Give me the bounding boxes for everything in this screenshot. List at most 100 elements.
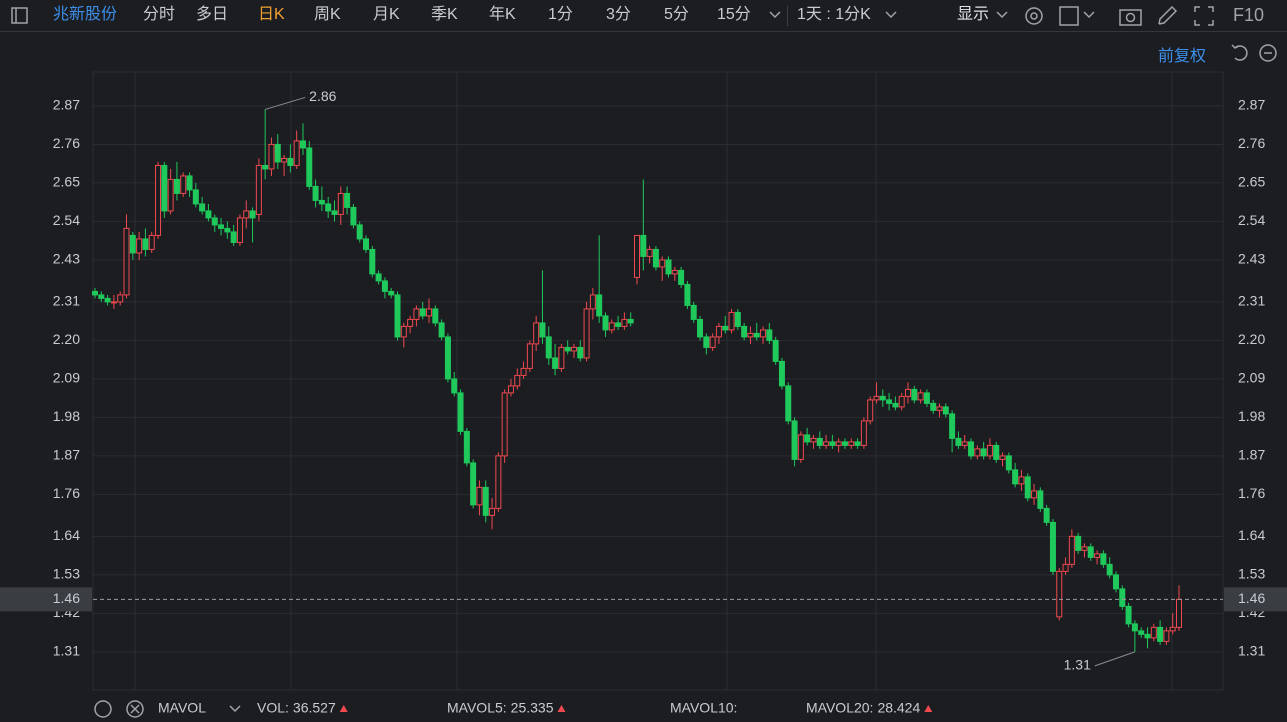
stock-name[interactable]: 兆新股份 xyxy=(53,6,118,23)
y-tick-label-right: 1.76 xyxy=(1238,485,1265,501)
candle-body xyxy=(142,238,149,250)
candle-body xyxy=(634,234,640,278)
tab[interactable]: 周K xyxy=(314,6,341,23)
last-price-label-right: 1.46 xyxy=(1238,590,1265,606)
candle-body xyxy=(778,360,785,387)
candle-body xyxy=(1018,476,1025,485)
tab[interactable]: 1分 xyxy=(548,6,573,23)
y-tick-label-right: 2.09 xyxy=(1238,370,1265,386)
tab[interactable]: 日K xyxy=(258,6,285,23)
candle-body xyxy=(1150,626,1157,639)
candle-body xyxy=(337,192,344,215)
chevron[interactable] xyxy=(995,8,1009,22)
y-tick-label: 1.98 xyxy=(53,408,80,424)
candle-body xyxy=(974,448,981,457)
tab[interactable]: 15分 xyxy=(717,6,751,23)
tab[interactable]: 5分 xyxy=(664,6,689,23)
fullscreen-icon[interactable] xyxy=(1192,4,1216,28)
candle-body xyxy=(873,395,880,401)
indicator-close[interactable] xyxy=(126,700,144,718)
candle-body xyxy=(186,175,193,191)
candle-body xyxy=(999,455,1006,460)
chevron[interactable] xyxy=(1082,8,1096,22)
candle-body xyxy=(344,192,351,208)
candle-body xyxy=(243,210,250,219)
tab[interactable]: 多日 xyxy=(196,6,229,23)
candle-body xyxy=(823,441,830,446)
settings-icon[interactable] xyxy=(1022,4,1046,28)
indicator-settings[interactable] xyxy=(94,700,112,718)
y-tick-label-right: 2.20 xyxy=(1238,331,1265,347)
candle-body xyxy=(1062,563,1069,572)
candle-body xyxy=(961,441,968,446)
chart-controls[interactable] xyxy=(1230,42,1286,64)
period-select[interactable]: 1天 : 1分K xyxy=(797,6,871,23)
sidebar-toggle[interactable] xyxy=(10,6,30,26)
candle-body xyxy=(92,290,98,296)
candle-body xyxy=(148,234,155,250)
candle-body xyxy=(218,224,225,229)
y-tick-label-right: 2.43 xyxy=(1238,251,1265,267)
candle-body xyxy=(495,455,502,509)
candle-body xyxy=(476,486,483,506)
candle-body xyxy=(325,203,332,212)
candle-body xyxy=(860,420,867,446)
candle-body xyxy=(753,332,760,338)
candle-body xyxy=(167,178,174,212)
chevron[interactable] xyxy=(229,705,241,713)
candle-body xyxy=(539,322,546,338)
candle-body xyxy=(1138,630,1145,635)
candle-body xyxy=(816,437,823,446)
checkbox-icon[interactable] xyxy=(1058,4,1082,28)
chevron[interactable] xyxy=(884,8,898,22)
indicator-value: 36.527 xyxy=(293,700,336,716)
candle-body xyxy=(596,294,603,317)
candle-body xyxy=(407,318,414,327)
candle-body xyxy=(665,259,672,275)
y-tick-label: 2.65 xyxy=(53,174,80,190)
candle-body xyxy=(388,290,395,296)
y-tick-label: 2.76 xyxy=(53,135,80,151)
camera-icon[interactable] xyxy=(1118,4,1144,28)
candle-body xyxy=(318,199,325,205)
candle-body xyxy=(375,273,382,282)
candle-body xyxy=(236,217,243,243)
candle-body xyxy=(1169,626,1176,632)
candle-body xyxy=(646,248,653,257)
candle-body xyxy=(129,234,136,254)
divider xyxy=(787,6,788,26)
candle-body xyxy=(1144,633,1151,639)
candle-body xyxy=(426,308,433,317)
candle-body xyxy=(942,406,949,415)
chevron[interactable] xyxy=(768,8,782,22)
tab[interactable]: 3分 xyxy=(606,6,631,23)
y-tick-label: 2.87 xyxy=(53,97,80,113)
adjust-mode[interactable]: 前复权 xyxy=(1158,48,1207,65)
toolbar: 兆新股份 分时 多日 日K 周K 月K 季K 年K 1分 3分 5分 15分 1… xyxy=(0,0,1287,32)
indicator-value: 25.335 xyxy=(511,700,554,716)
candle-body xyxy=(1100,553,1107,565)
candle-body xyxy=(224,227,231,233)
candle-body xyxy=(451,378,458,394)
tab[interactable]: 月K xyxy=(373,6,400,23)
candle-body xyxy=(892,402,899,408)
candle-body xyxy=(1068,535,1075,565)
display-menu[interactable]: 显示 xyxy=(957,6,990,23)
f10-button[interactable]: F10 xyxy=(1233,5,1265,25)
pen-icon[interactable] xyxy=(1155,4,1179,28)
tab[interactable]: 季K xyxy=(431,6,458,23)
candle-body xyxy=(526,343,533,369)
tab[interactable]: 年K xyxy=(489,6,516,23)
candle-body xyxy=(514,374,521,387)
candle-body xyxy=(438,322,445,338)
tab[interactable]: 分时 xyxy=(143,6,176,23)
candle-body xyxy=(136,238,143,254)
candle-body xyxy=(652,248,659,268)
candle-body xyxy=(760,329,767,338)
candle-body xyxy=(299,140,306,149)
indicator-name[interactable]: MAVOL xyxy=(158,700,206,716)
trend-arrow xyxy=(924,705,933,712)
candle-body xyxy=(1081,546,1088,551)
candle-body xyxy=(1031,490,1038,499)
candle-body xyxy=(507,385,514,394)
